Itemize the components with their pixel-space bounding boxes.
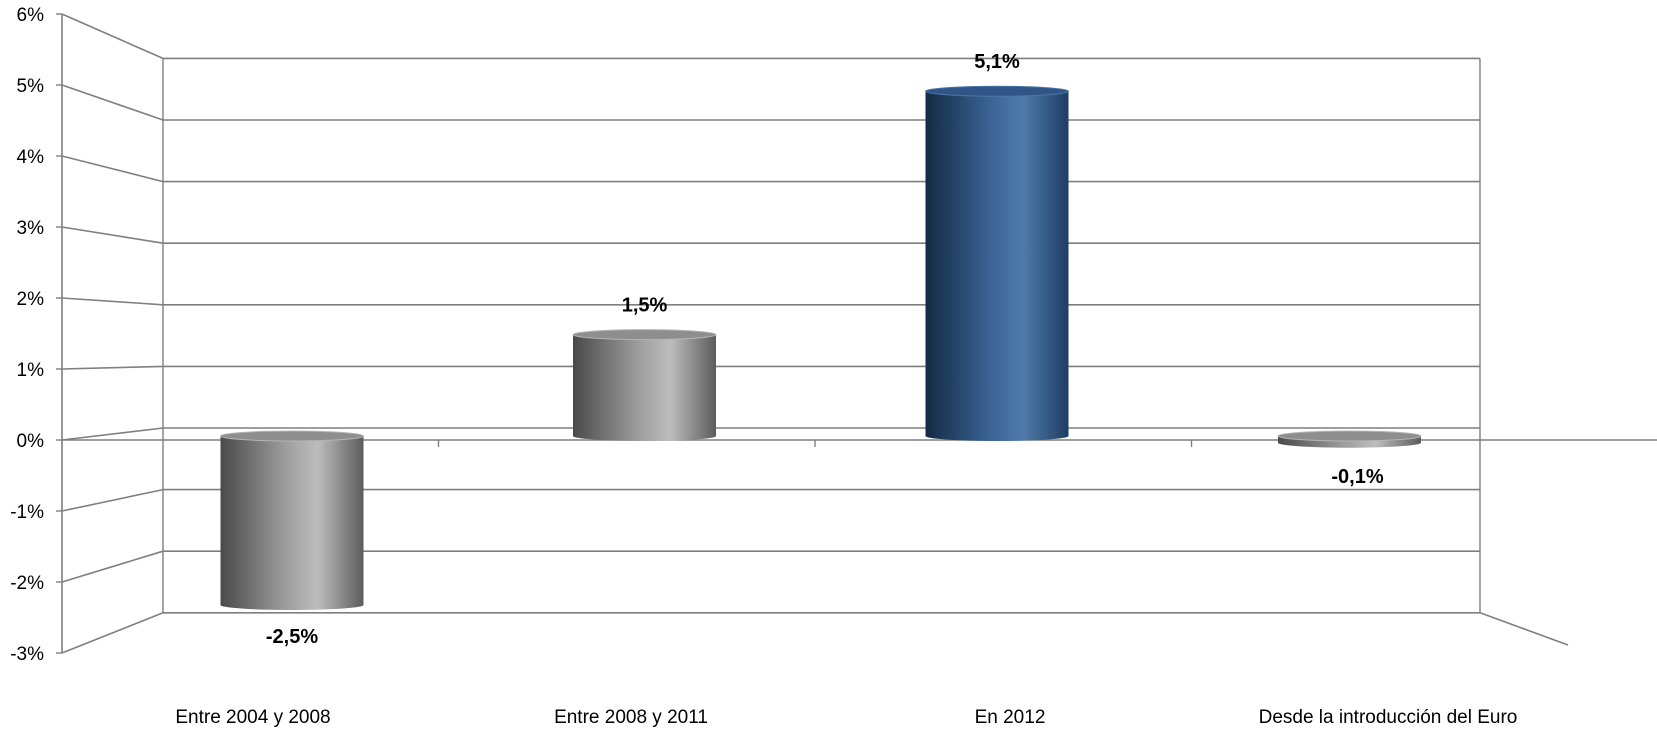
side-wall-line — [61, 84, 164, 121]
category-label: Desde la introducción del Euro — [1259, 707, 1518, 728]
y-tick-label: 1% — [17, 360, 45, 381]
side-wall-line — [61, 226, 164, 244]
bar-body — [573, 334, 716, 442]
y-tick-label: 4% — [17, 147, 45, 168]
category-label: Entre 2004 y 2008 — [175, 707, 330, 728]
y-tick-label: 3% — [17, 218, 45, 239]
side-wall-line — [61, 612, 164, 654]
y-tick-label: 5% — [17, 76, 45, 97]
side-wall-line — [61, 297, 164, 306]
bar-cap — [925, 85, 1069, 97]
bar-body — [220, 436, 364, 610]
y-tick-label: 2% — [17, 289, 45, 310]
category-label: Entre 2008 y 2011 — [554, 707, 708, 728]
bar-2 — [572, 329, 717, 442]
bar-cap — [220, 430, 364, 442]
bars — [220, 85, 1422, 610]
gridlines — [61, 13, 1569, 654]
side-wall-line — [61, 427, 164, 441]
y-tick-label: -2% — [10, 573, 44, 594]
y-tick-label: -3% — [10, 644, 44, 665]
bar-4 — [1277, 430, 1422, 448]
bar-3 — [925, 85, 1069, 442]
labels: -3% -2% -1% 0% 1% 2% 3% 4% 5% 6% -2,5% 1,5% 5,1% -0,1… — [10, 5, 1517, 728]
side-wall-line — [61, 488, 164, 512]
side-wall-line — [61, 13, 164, 60]
y-tick-label: 6% — [17, 5, 45, 26]
y-tick-label: 0% — [17, 431, 45, 452]
data-label: -0,1% — [1331, 466, 1383, 488]
data-label: 5,1% — [974, 51, 1020, 73]
side-wall-line — [61, 155, 164, 183]
floor-edge — [1479, 612, 1569, 646]
side-wall-line — [61, 365, 164, 370]
y-tick-label: -1% — [10, 502, 44, 523]
bar-body — [925, 91, 1069, 442]
data-label: -2,5% — [266, 626, 318, 648]
bar-1 — [220, 430, 364, 610]
bar-cap — [1277, 430, 1422, 442]
side-wall-line — [61, 550, 164, 583]
data-label: 1,5% — [622, 295, 668, 317]
bar-cap — [572, 329, 717, 341]
category-label: En 2012 — [975, 707, 1046, 728]
